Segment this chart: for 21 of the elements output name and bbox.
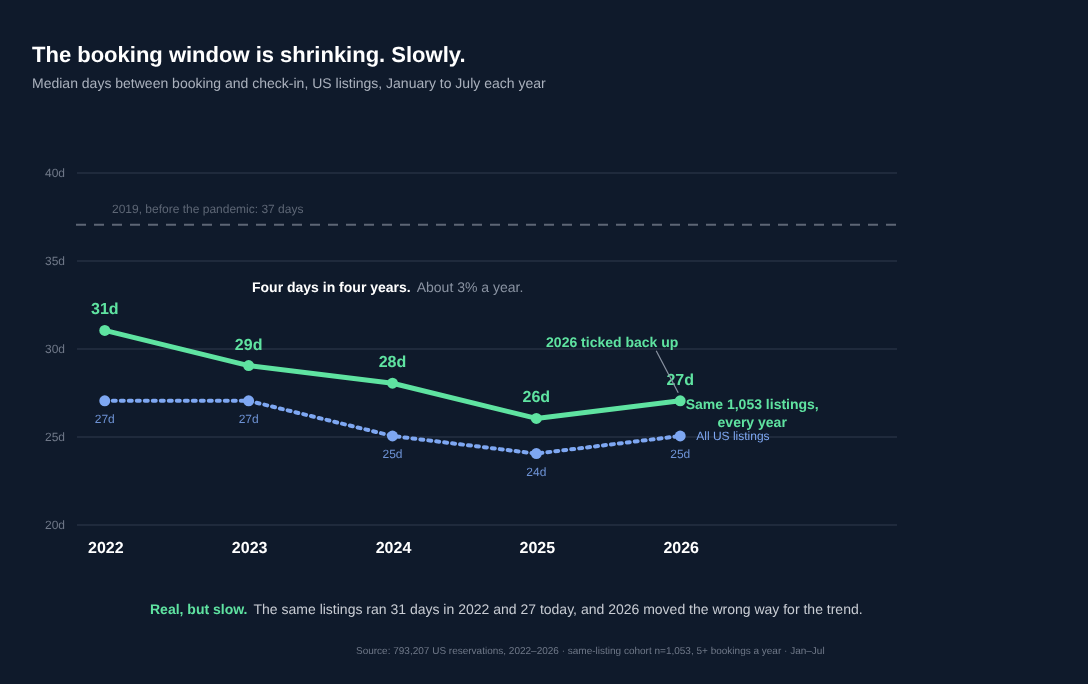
x-tick-label: 2025 [519, 539, 557, 557]
point [99, 395, 111, 407]
point [387, 377, 398, 389]
point [243, 360, 255, 372]
x-tick-label: 2024 [375, 539, 413, 557]
data-label: 28d [378, 353, 407, 372]
x-tick-label: 2023 [231, 539, 269, 557]
data-label: 31d [90, 300, 119, 319]
point [99, 324, 111, 336]
data-label: 27d [666, 370, 695, 389]
data-label: 29d [234, 335, 263, 354]
chart-title: The booking window is shrinking. Slowly. [32, 44, 466, 68]
point [530, 412, 542, 424]
point [674, 430, 686, 442]
point [387, 430, 398, 442]
data-label: 26d [522, 388, 551, 407]
point [530, 448, 542, 460]
x-tick-label: 2022 [87, 539, 125, 557]
x-tick-label: 2026 [663, 539, 701, 557]
point [243, 395, 255, 407]
point [674, 395, 686, 407]
